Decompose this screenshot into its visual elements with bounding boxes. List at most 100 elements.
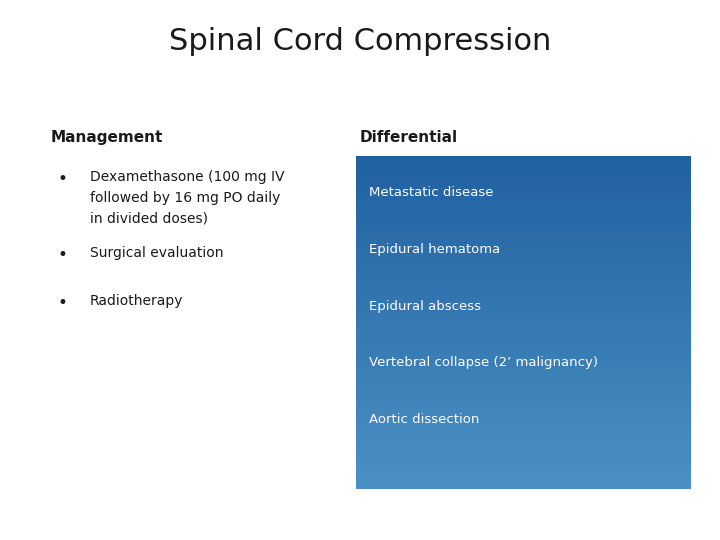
Bar xyxy=(356,325,691,328)
Bar xyxy=(356,399,691,403)
Bar xyxy=(356,457,691,461)
Bar xyxy=(356,261,691,265)
Text: Metastatic disease: Metastatic disease xyxy=(369,186,494,199)
Bar xyxy=(356,296,691,300)
Bar xyxy=(356,369,691,373)
Bar xyxy=(356,278,691,281)
Bar xyxy=(356,183,691,187)
Bar xyxy=(356,321,691,326)
Text: Epidural hematoma: Epidural hematoma xyxy=(369,243,500,256)
Bar xyxy=(356,225,691,228)
Bar xyxy=(356,172,691,176)
Text: Dexamethasone (100 mg IV
followed by 16 mg PO daily
in divided doses): Dexamethasone (100 mg IV followed by 16 … xyxy=(90,170,284,225)
Bar xyxy=(356,252,691,256)
Bar xyxy=(356,427,691,430)
Bar xyxy=(356,396,691,400)
Bar xyxy=(356,363,691,367)
Bar xyxy=(356,360,691,364)
Bar xyxy=(356,208,691,212)
Text: Surgical evaluation: Surgical evaluation xyxy=(90,246,223,260)
Bar xyxy=(356,219,691,223)
Bar xyxy=(356,164,691,167)
Bar xyxy=(356,274,691,279)
Bar xyxy=(356,355,691,359)
Bar xyxy=(356,175,691,179)
Bar xyxy=(356,188,691,193)
Bar xyxy=(356,344,691,348)
Bar xyxy=(356,421,691,425)
Bar xyxy=(356,349,691,353)
Bar xyxy=(356,239,691,242)
Bar xyxy=(356,161,691,165)
Bar xyxy=(356,474,691,477)
Bar xyxy=(356,482,691,486)
Bar xyxy=(356,186,691,190)
Bar xyxy=(356,476,691,481)
Bar xyxy=(356,294,691,298)
Bar xyxy=(356,352,691,356)
Bar xyxy=(356,374,691,378)
Bar xyxy=(356,455,691,458)
Bar xyxy=(356,330,691,334)
Text: Management: Management xyxy=(50,130,163,145)
Text: Spinal Cord Compression: Spinal Cord Compression xyxy=(168,27,552,56)
Bar xyxy=(356,291,691,295)
Bar xyxy=(356,166,691,171)
Bar xyxy=(356,413,691,417)
Text: •: • xyxy=(58,246,68,264)
Bar xyxy=(356,310,691,314)
Bar xyxy=(356,485,691,489)
Bar xyxy=(356,280,691,284)
Bar xyxy=(356,465,691,469)
Bar xyxy=(356,410,691,414)
Bar xyxy=(356,202,691,206)
Bar xyxy=(356,313,691,317)
Bar xyxy=(356,438,691,442)
Bar xyxy=(356,236,691,240)
Bar xyxy=(356,338,691,342)
Bar xyxy=(356,214,691,218)
Bar xyxy=(356,241,691,245)
Bar xyxy=(356,451,691,455)
Bar xyxy=(356,424,691,428)
Bar xyxy=(356,247,691,251)
Bar xyxy=(356,302,691,306)
Bar xyxy=(356,264,691,267)
Bar xyxy=(356,258,691,262)
Bar xyxy=(356,244,691,248)
Bar xyxy=(356,404,691,408)
Bar xyxy=(356,299,691,303)
Text: Differential: Differential xyxy=(360,130,458,145)
Bar xyxy=(356,217,691,220)
Bar xyxy=(356,249,691,253)
Bar xyxy=(356,211,691,215)
Bar xyxy=(356,347,691,350)
Bar xyxy=(356,194,691,198)
Bar xyxy=(356,377,691,381)
Bar xyxy=(356,286,691,289)
Bar xyxy=(356,269,691,273)
Bar xyxy=(356,308,691,312)
Bar xyxy=(356,158,691,162)
Bar xyxy=(356,266,691,270)
Bar xyxy=(356,341,691,345)
Bar xyxy=(356,394,691,397)
Bar xyxy=(356,178,691,181)
Bar xyxy=(356,327,691,331)
Bar xyxy=(356,372,691,375)
Bar xyxy=(356,443,691,447)
Bar xyxy=(356,333,691,336)
Bar xyxy=(356,200,691,204)
Text: •: • xyxy=(58,294,68,312)
Bar xyxy=(356,357,691,361)
Bar xyxy=(356,391,691,395)
Bar xyxy=(356,380,691,383)
Bar xyxy=(356,480,691,483)
Bar xyxy=(356,319,691,322)
Text: •: • xyxy=(58,170,68,188)
Bar xyxy=(356,233,691,237)
Bar xyxy=(356,192,691,195)
Bar xyxy=(356,272,691,275)
Bar xyxy=(356,463,691,467)
Bar xyxy=(356,435,691,439)
